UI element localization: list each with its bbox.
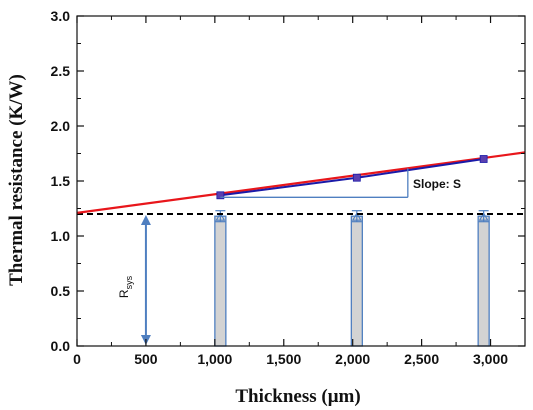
markers-layer [216,155,488,200]
x-tick-label: 500 [134,351,158,367]
annotation-layer [140,168,409,345]
rsys-label: Rsys [117,275,134,298]
y-tick-label: 1.0 [51,228,71,244]
bar-marker [215,212,226,221]
bar-marker [478,212,489,221]
data-point [216,191,225,200]
bar-marker [351,212,362,221]
data-point [352,173,361,182]
data-point [479,155,488,163]
y-tick-label: 1.5 [51,173,71,189]
bar [350,215,363,347]
slope-label: Slope: S [413,177,461,191]
x-axis-title: Thickness (μm) [235,386,360,407]
y-axis-title: Thermal resistance (K/W) [6,74,27,286]
y-tick-label: 2.5 [51,63,71,79]
bars-layer [214,210,490,347]
bar [214,215,227,347]
bar [477,215,490,347]
y-tick-label: 3.0 [51,8,71,24]
fit-line [76,151,526,214]
y-tick-label: 0.0 [51,338,71,354]
y-tick-label: 2.0 [51,118,71,134]
rsys-main: R [117,289,131,298]
x-tick-label: 3,000 [473,351,508,367]
x-tick-label: 2,000 [335,351,370,367]
x-tick-label: 1,500 [266,351,301,367]
y-tick-label: 0.5 [51,283,71,299]
rsys-subscript: sys [124,275,134,289]
x-tick-label: 2,500 [404,351,439,367]
axes-layer: 0 500 1,000 1,500 2,000 2,500 3,000 0.0 0.5 1.0 1.… [51,8,526,367]
x-tick-label: 0 [73,351,81,367]
x-tick-label: 1,000 [197,351,232,367]
